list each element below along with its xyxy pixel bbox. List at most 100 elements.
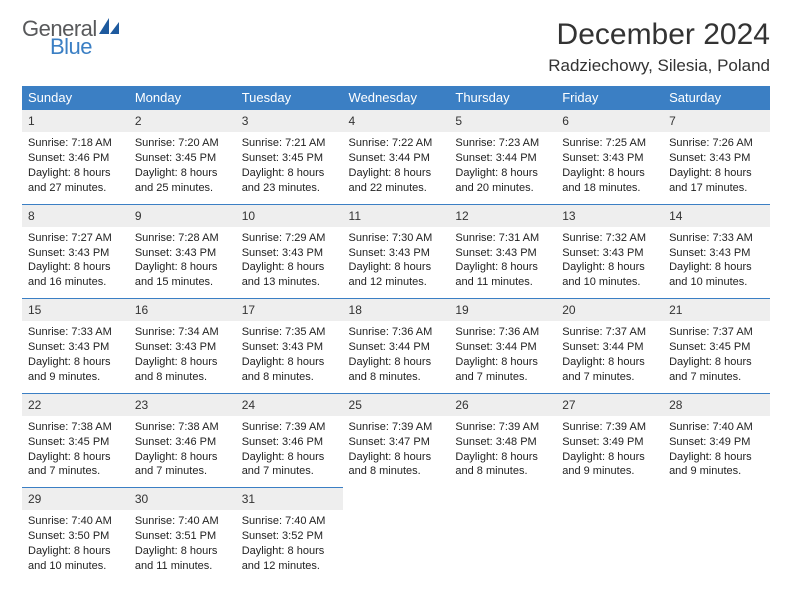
calendar-day-cell: 16 Sunrise: 7:34 AMSunset: 3:43 PMDayligh… xyxy=(129,298,236,393)
sunrise-line: Sunrise: 7:40 AM xyxy=(135,514,230,529)
day-body: Sunrise: 7:29 AMSunset: 3:43 PMDaylight:… xyxy=(236,227,343,298)
calendar-week-row: 8Sunrise: 7:27 AMSunset: 3:43 PMDaylight… xyxy=(22,204,770,299)
sunset-line: Sunset: 3:50 PM xyxy=(28,529,123,544)
brand-word-2: Blue xyxy=(50,36,121,58)
day-number: 2 xyxy=(129,109,236,132)
location: Radziechowy, Silesia, Poland xyxy=(548,56,770,76)
sunrise-line: Sunrise: 7:39 AM xyxy=(349,420,444,435)
calendar-day-cell: 21Sunrise: 7:37 AMSunset: 3:45 PMDayligh… xyxy=(663,298,770,393)
calendar-day-cell: 1Sunrise: 7:18 AMSunset: 3:46 PMDaylight… xyxy=(22,109,129,204)
day-number: 24 xyxy=(236,393,343,416)
sunrise-line: Sunrise: 7:36 AM xyxy=(455,325,550,340)
sunset-line: Sunset: 3:43 PM xyxy=(349,246,444,261)
sunrise-line: Sunrise: 7:33 AM xyxy=(28,325,123,340)
day-number: 19 xyxy=(449,298,556,321)
weekday-header: Tuesday xyxy=(236,86,343,109)
day-body: Sunrise: 7:33 AMSunset: 3:43 PMDaylight:… xyxy=(22,321,129,392)
day-body: Sunrise: 7:28 AMSunset: 3:43 PMDaylight:… xyxy=(129,227,236,298)
day-body: Sunrise: 7:32 AMSunset: 3:43 PMDaylight:… xyxy=(556,227,663,298)
sunset-line: Sunset: 3:43 PM xyxy=(135,340,230,355)
calendar-day-cell: 29Sunrise: 7:40 AMSunset: 3:50 PMDayligh… xyxy=(22,487,129,582)
calendar-day-cell: 2Sunrise: 7:20 AMSunset: 3:45 PMDaylight… xyxy=(129,109,236,204)
sunset-line: Sunset: 3:49 PM xyxy=(669,435,764,450)
daylight-line: Daylight: 8 hours and 7 minutes. xyxy=(28,450,123,480)
brand-logo: General Blue xyxy=(22,18,121,58)
sunset-line: Sunset: 3:44 PM xyxy=(349,151,444,166)
day-number: 4 xyxy=(343,109,450,132)
day-body: Sunrise: 7:35 AMSunset: 3:43 PMDaylight:… xyxy=(236,321,343,392)
day-body: Sunrise: 7:25 AMSunset: 3:43 PMDaylight:… xyxy=(556,132,663,203)
calendar-week-row: 22Sunrise: 7:38 AMSunset: 3:45 PMDayligh… xyxy=(22,393,770,488)
day-body: Sunrise: 7:27 AMSunset: 3:43 PMDaylight:… xyxy=(22,227,129,298)
daylight-line: Daylight: 8 hours and 9 minutes. xyxy=(669,450,764,480)
calendar-week-row: 15Sunrise: 7:33 AMSunset: 3:43 PMDayligh… xyxy=(22,298,770,393)
sunset-line: Sunset: 3:43 PM xyxy=(28,246,123,261)
day-number: 14 xyxy=(663,204,770,227)
daylight-line: Daylight: 8 hours and 8 minutes. xyxy=(349,450,444,480)
day-body: Sunrise: 7:20 AMSunset: 3:45 PMDaylight:… xyxy=(129,132,236,203)
day-number: 9 xyxy=(129,204,236,227)
daylight-line: Daylight: 8 hours and 8 minutes. xyxy=(135,355,230,385)
daylight-line: Daylight: 8 hours and 18 minutes. xyxy=(562,166,657,196)
day-number: 31 xyxy=(236,487,343,510)
sunset-line: Sunset: 3:47 PM xyxy=(349,435,444,450)
weekday-header: Thursday xyxy=(449,86,556,109)
calendar-day-cell: 11Sunrise: 7:30 AMSunset: 3:43 PMDayligh… xyxy=(343,204,450,299)
sunset-line: Sunset: 3:43 PM xyxy=(135,246,230,261)
calendar-day-cell: 25Sunrise: 7:39 AMSunset: 3:47 PMDayligh… xyxy=(343,393,450,488)
day-body: Sunrise: 7:37 AMSunset: 3:45 PMDaylight:… xyxy=(663,321,770,392)
day-number: 6 xyxy=(556,109,663,132)
sunrise-line: Sunrise: 7:32 AM xyxy=(562,231,657,246)
day-number: 13 xyxy=(556,204,663,227)
sunrise-line: Sunrise: 7:38 AM xyxy=(135,420,230,435)
daylight-line: Daylight: 8 hours and 10 minutes. xyxy=(669,260,764,290)
calendar-day-cell: 22Sunrise: 7:38 AMSunset: 3:45 PMDayligh… xyxy=(22,393,129,488)
sunset-line: Sunset: 3:43 PM xyxy=(242,246,337,261)
sunset-line: Sunset: 3:49 PM xyxy=(562,435,657,450)
calendar-day-cell: 14 Sunrise: 7:33 AMSunset: 3:43 PMDayligh… xyxy=(663,204,770,299)
day-number: 29 xyxy=(22,487,129,510)
day-number: 18 xyxy=(343,298,450,321)
sunrise-line: Sunrise: 7:39 AM xyxy=(242,420,337,435)
sunset-line: Sunset: 3:43 PM xyxy=(562,151,657,166)
sunrise-line: Sunrise: 7:40 AM xyxy=(669,420,764,435)
day-number: 27 xyxy=(556,393,663,416)
sunset-line: Sunset: 3:52 PM xyxy=(242,529,337,544)
sunset-line: Sunset: 3:45 PM xyxy=(28,435,123,450)
sunset-line: Sunset: 3:46 PM xyxy=(28,151,123,166)
day-body: Sunrise: 7:37 AMSunset: 3:44 PMDaylight:… xyxy=(556,321,663,392)
sunset-line: Sunset: 3:43 PM xyxy=(242,340,337,355)
sunrise-line: Sunrise: 7:34 AM xyxy=(135,325,230,340)
calendar-day-cell: 19Sunrise: 7:36 AMSunset: 3:44 PMDayligh… xyxy=(449,298,556,393)
sunrise-line: Sunrise: 7:39 AM xyxy=(562,420,657,435)
day-number: 16 xyxy=(129,298,236,321)
sunrise-line: Sunrise: 7:35 AM xyxy=(242,325,337,340)
day-body: Sunrise: 7:21 AMSunset: 3:45 PMDaylight:… xyxy=(236,132,343,203)
sunset-line: Sunset: 3:51 PM xyxy=(135,529,230,544)
calendar-day-cell: 3Sunrise: 7:21 AMSunset: 3:45 PMDaylight… xyxy=(236,109,343,204)
sunrise-line: Sunrise: 7:37 AM xyxy=(669,325,764,340)
day-body: Sunrise: 7:40 AMSunset: 3:51 PMDaylight:… xyxy=(129,510,236,581)
calendar-day-cell: 26Sunrise: 7:39 AMSunset: 3:48 PMDayligh… xyxy=(449,393,556,488)
day-body: Sunrise: 7:22 AMSunset: 3:44 PMDaylight:… xyxy=(343,132,450,203)
sunrise-line: Sunrise: 7:33 AM xyxy=(669,231,764,246)
daylight-line: Daylight: 8 hours and 11 minutes. xyxy=(135,544,230,574)
daylight-line: Daylight: 8 hours and 7 minutes. xyxy=(562,355,657,385)
daylight-line: Daylight: 8 hours and 7 minutes. xyxy=(669,355,764,385)
day-number: 15 xyxy=(22,298,129,321)
sunset-line: Sunset: 3:45 PM xyxy=(669,340,764,355)
calendar-day-cell: .. xyxy=(556,487,663,582)
calendar-day-cell: 23Sunrise: 7:38 AMSunset: 3:46 PMDayligh… xyxy=(129,393,236,488)
sunrise-line: Sunrise: 7:20 AM xyxy=(135,136,230,151)
day-number: 1 xyxy=(22,109,129,132)
sunrise-line: Sunrise: 7:28 AM xyxy=(135,231,230,246)
daylight-line: Daylight: 8 hours and 9 minutes. xyxy=(28,355,123,385)
day-body: Sunrise: 7:40 AMSunset: 3:49 PMDaylight:… xyxy=(663,416,770,487)
daylight-line: Daylight: 8 hours and 22 minutes. xyxy=(349,166,444,196)
calendar-day-cell: 13Sunrise: 7:32 AMSunset: 3:43 PMDayligh… xyxy=(556,204,663,299)
calendar-day-cell: 12Sunrise: 7:31 AMSunset: 3:43 PMDayligh… xyxy=(449,204,556,299)
daylight-line: Daylight: 8 hours and 16 minutes. xyxy=(28,260,123,290)
sunrise-line: Sunrise: 7:23 AM xyxy=(455,136,550,151)
sunset-line: Sunset: 3:43 PM xyxy=(669,246,764,261)
sunrise-line: Sunrise: 7:38 AM xyxy=(28,420,123,435)
